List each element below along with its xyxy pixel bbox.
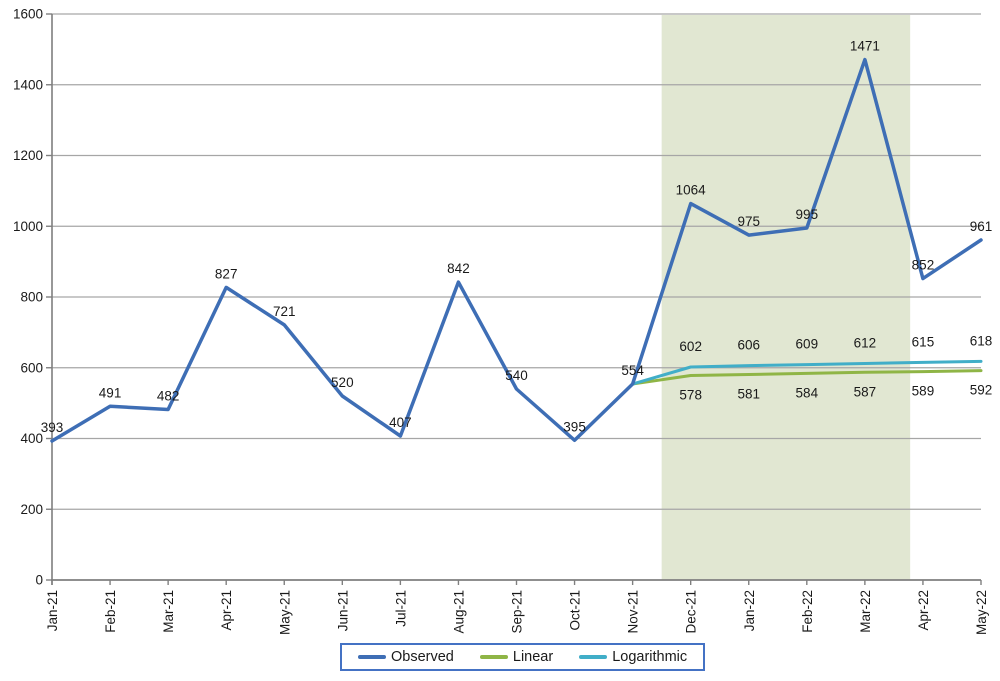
linear-data-label: 584 [796, 385, 819, 400]
x-tick-label: May-22 [974, 590, 989, 635]
x-tick-label: Nov-21 [626, 590, 641, 634]
x-tick-label: Dec-21 [684, 590, 699, 634]
observed-data-label: 393 [41, 420, 64, 435]
observed-data-label: 491 [99, 385, 122, 400]
x-tick-label: Sep-21 [510, 590, 525, 634]
y-tick-label: 1200 [13, 148, 43, 163]
logarithmic-data-label: 612 [854, 336, 877, 351]
linear-data-label: 581 [737, 386, 760, 401]
observed-data-label: 827 [215, 266, 238, 281]
linear-data-label: 592 [970, 383, 993, 398]
observed-data-label: 482 [157, 388, 180, 403]
legend-item-logarithmic[interactable]: Logarithmic [579, 649, 687, 665]
y-tick-label: 1400 [13, 77, 43, 92]
observed-data-label: 852 [912, 258, 935, 273]
logarithmic-data-label: 602 [679, 339, 702, 354]
x-tick-label: Mar-21 [161, 590, 176, 633]
observed-data-label: 520 [331, 375, 354, 390]
logarithmic-line-swatch [579, 655, 608, 659]
legend-label-observed: Observed [391, 649, 454, 665]
y-tick-label: 1600 [13, 7, 43, 22]
observed-data-label: 1471 [850, 39, 880, 54]
observed-data-label: 554 [621, 363, 644, 378]
observed-data-label: 395 [563, 419, 586, 434]
legend-item-observed[interactable]: Observed [358, 649, 454, 665]
logarithmic-data-label: 609 [796, 337, 819, 352]
observed-line [50, 57, 983, 443]
x-tick-label: Jan-21 [45, 590, 60, 631]
legend-label-logarithmic: Logarithmic [612, 649, 688, 665]
x-tick-label: Aug-21 [451, 590, 466, 634]
x-tick-label: Apr-22 [916, 590, 931, 631]
logarithmic-data-label: 615 [912, 334, 935, 349]
observed-data-label: 407 [389, 415, 412, 430]
linear-data-label: 578 [679, 388, 702, 403]
x-tick-label: Oct-21 [568, 590, 583, 631]
x-tick-label: Feb-22 [800, 590, 815, 633]
observed-data-label: 842 [447, 261, 470, 276]
x-tick-label: May-21 [277, 590, 292, 635]
y-tick-label: 600 [20, 360, 43, 375]
linear-line [631, 369, 983, 386]
x-tick-label: Jan-22 [742, 590, 757, 631]
legend-item-linear[interactable]: Linear [479, 649, 554, 665]
observed-line-swatch [358, 655, 386, 659]
linear-line-swatch [479, 655, 508, 659]
linear-data-label: 587 [854, 384, 877, 399]
observed-data-label: 540 [505, 368, 528, 383]
observed-data-label: 721 [273, 304, 296, 319]
x-tick-label: Mar-22 [858, 590, 873, 633]
y-tick-label: 0 [35, 573, 43, 588]
logarithmic-line [631, 359, 983, 386]
observed-data-label: 995 [796, 207, 819, 222]
x-tick-label: Apr-21 [219, 590, 234, 631]
y-tick-label: 400 [20, 431, 43, 446]
observed-data-label: 975 [737, 214, 760, 229]
y-tick-label: 1000 [13, 219, 43, 234]
observed-data-label: 1064 [676, 183, 707, 198]
legend-label-linear: Linear [512, 649, 554, 665]
logarithmic-data-label: 618 [970, 333, 993, 348]
observed-data-label: 961 [970, 219, 993, 234]
x-tick-label: Feb-21 [103, 590, 118, 633]
chart-legend: Observed Linear Logarithmic [340, 643, 706, 671]
linear-data-label: 589 [912, 384, 935, 399]
x-tick-label: Jul-21 [393, 590, 408, 627]
logarithmic-data-label: 606 [737, 338, 760, 353]
x-tick-label: Jun-21 [335, 590, 350, 631]
y-tick-label: 200 [20, 502, 43, 517]
y-tick-label: 800 [20, 290, 43, 305]
